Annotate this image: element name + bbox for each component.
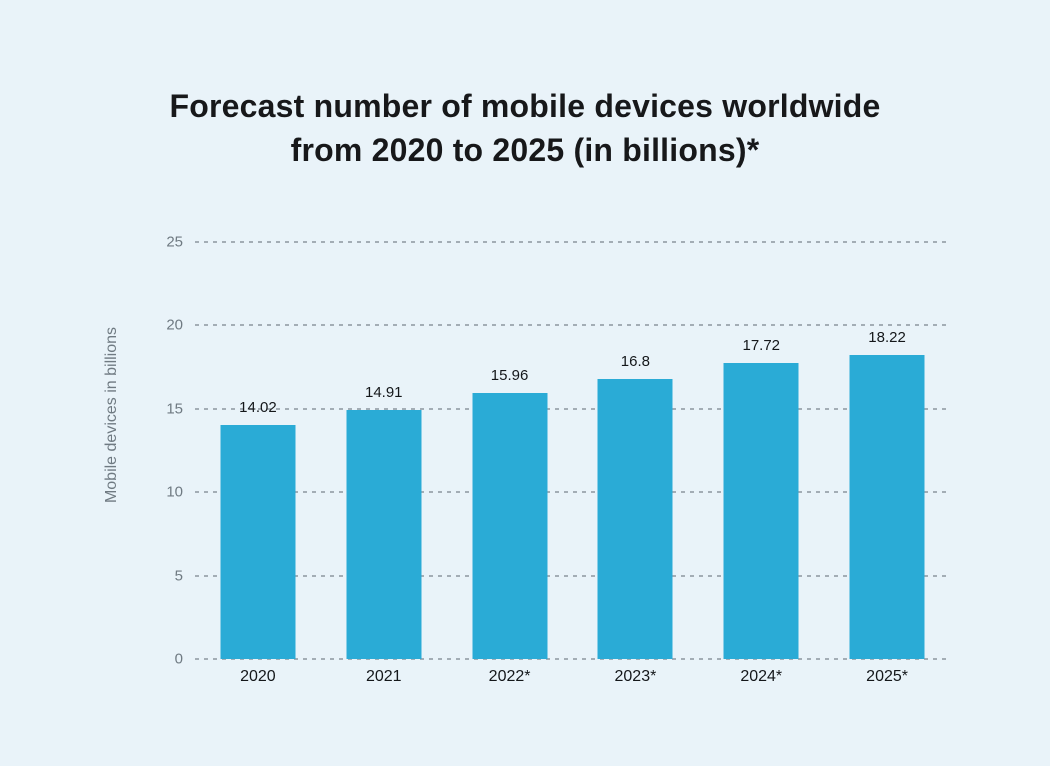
gridline-5 bbox=[195, 574, 950, 577]
bar-2021 bbox=[346, 410, 422, 659]
bar-value-label: 17.72 bbox=[742, 337, 781, 355]
y-tick-label: 20 bbox=[166, 316, 183, 334]
y-tick-label: 15 bbox=[166, 400, 183, 418]
x-tick-label: 2025* bbox=[866, 668, 908, 685]
gridline-25 bbox=[195, 241, 950, 243]
y-axis-ticks: 0 5 10 15 20 25 bbox=[143, 234, 183, 668]
bar-value-label: 18.22 bbox=[868, 329, 906, 347]
bar-2024* bbox=[723, 363, 799, 659]
x-tick-label: 2023* bbox=[614, 668, 657, 685]
chart-title: Forecast number of mobile devices worldw… bbox=[0, 84, 1050, 172]
bar-2025* bbox=[849, 355, 925, 659]
chart-title-line-2: from 2020 to 2025 (in billions)* bbox=[290, 132, 760, 168]
chart-title-line-1: Forecast number of mobile devices worldw… bbox=[169, 88, 881, 124]
bar-value-label: 16.8 bbox=[620, 352, 651, 370]
x-tick-label: 2022* bbox=[488, 668, 531, 685]
gridline-0 bbox=[195, 658, 950, 660]
bar-value-label: 15.96 bbox=[490, 366, 529, 384]
y-axis-title: Mobile devices in billions bbox=[103, 326, 120, 504]
gridline-10 bbox=[195, 491, 950, 494]
bar-2022* bbox=[472, 392, 548, 659]
x-tick-label: 2024* bbox=[740, 668, 783, 685]
bar-2020 bbox=[220, 425, 296, 659]
x-tick-label: 2020 bbox=[240, 668, 276, 685]
gridline-20 bbox=[195, 324, 950, 327]
gridline-15 bbox=[195, 407, 950, 410]
bar-value-label: 14.91 bbox=[364, 384, 403, 402]
x-tick-label: 2021 bbox=[365, 668, 402, 685]
bar-value-label: 14.02 bbox=[239, 399, 277, 417]
y-tick-label: 5 bbox=[174, 567, 183, 585]
y-tick-label: 25 bbox=[166, 233, 183, 251]
y-tick-label: 10 bbox=[166, 483, 183, 501]
bar-2023* bbox=[597, 378, 673, 659]
x-axis-labels: 2020 2021 2022* 2023* 2024* 2025* bbox=[195, 668, 950, 690]
y-tick-label: 0 bbox=[174, 650, 183, 668]
plot-area: 14.02 14.91 15.96 16.8 17.72 18.22 bbox=[195, 241, 950, 660]
